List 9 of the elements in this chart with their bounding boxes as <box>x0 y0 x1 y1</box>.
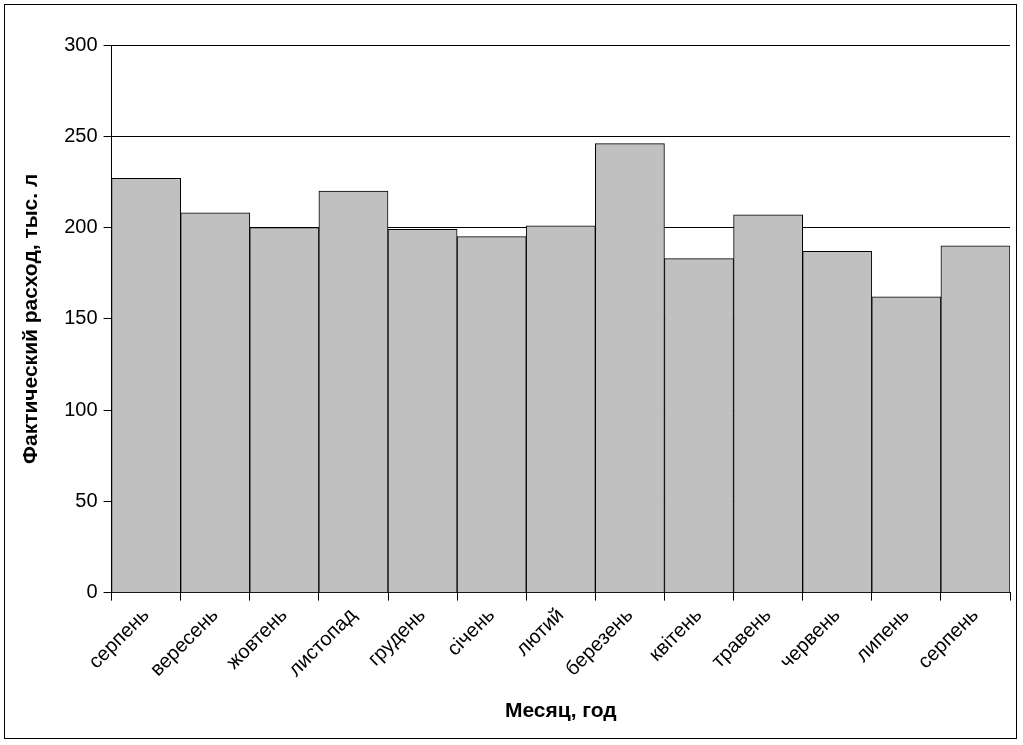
y-tick-label: 100 <box>64 397 98 420</box>
y-tick-label: 150 <box>64 306 98 329</box>
y-tick-label: 250 <box>64 123 98 146</box>
y-axis-title: Фактический расход, тыс. л <box>18 173 42 464</box>
y-tick-label: 300 <box>64 32 98 55</box>
y-tick-label: 200 <box>64 215 98 238</box>
x-axis-title: Месяц, год <box>504 698 617 722</box>
y-tick-label: 50 <box>75 488 98 511</box>
y-tick-label: 0 <box>86 580 98 603</box>
